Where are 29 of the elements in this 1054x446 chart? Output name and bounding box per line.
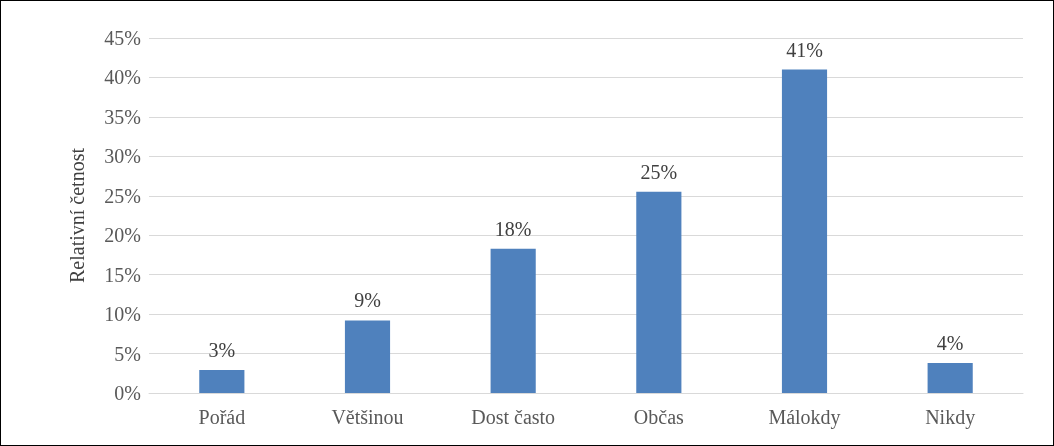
- data-label: 18%: [494, 217, 532, 240]
- data-label: 9%: [354, 289, 381, 312]
- x-tick-label: Nikdy: [925, 406, 976, 429]
- x-tick-label: Občas: [633, 406, 685, 428]
- data-label: 3%: [208, 339, 236, 362]
- x-tick-label: Dost často: [471, 406, 556, 428]
- y-tick-label: 0%: [114, 382, 141, 404]
- y-tick-label: 10%: [104, 303, 141, 326]
- data-label: 41%: [786, 38, 823, 61]
- bar: [927, 363, 973, 393]
- data-label: 25%: [640, 160, 678, 183]
- bar: [199, 370, 245, 393]
- y-tick-label: 25%: [104, 184, 141, 207]
- bar: [781, 69, 828, 393]
- x-tick-label: Pořád: [198, 406, 246, 428]
- bar: [490, 248, 536, 393]
- y-tick-label: 40%: [104, 66, 141, 89]
- y-tick-label: 5%: [114, 342, 141, 365]
- x-tick-label: Většinou: [331, 406, 404, 428]
- y-tick-label: 20%: [104, 224, 141, 247]
- bar: [344, 320, 391, 393]
- y-tick-label: 45%: [104, 27, 141, 49]
- bar: [636, 191, 682, 393]
- y-tick-label: 15%: [104, 263, 141, 286]
- y-tick-label: 35%: [104, 105, 141, 128]
- data-label: 4%: [936, 332, 964, 355]
- x-tick-label: Málokdy: [768, 406, 841, 429]
- y-tick-label: 30%: [104, 145, 141, 168]
- y-axis-title: Relativní četnost: [66, 147, 88, 283]
